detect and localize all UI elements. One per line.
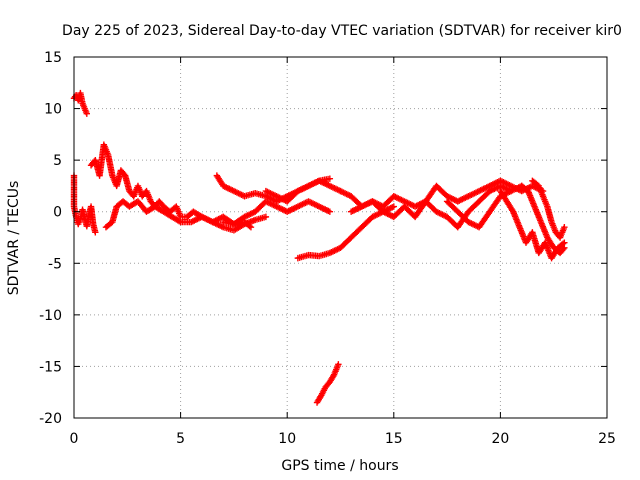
x-tick-label: 10 [278, 431, 296, 447]
data-point [390, 203, 397, 210]
chart-title: Day 225 of 2023, Sidereal Day-to-day VTE… [62, 23, 622, 39]
y-tick-label: 0 [53, 205, 62, 221]
y-tick-label: -15 [39, 359, 62, 375]
data-point [326, 208, 334, 215]
data-point [560, 245, 567, 253]
data-marks [70, 89, 568, 406]
y-axis-title: SDTVAR / TECUs [6, 181, 22, 296]
plot-frame [73, 56, 608, 419]
x-tick-label: 20 [491, 431, 509, 447]
data-point [335, 361, 342, 368]
x-tick-label: 25 [598, 431, 616, 447]
data-point [559, 240, 567, 247]
data-point [83, 110, 90, 117]
data-point [262, 213, 270, 221]
x-axis-title: GPS time / hours [281, 458, 398, 474]
x-tick-label: 0 [70, 431, 79, 447]
data-point [561, 244, 568, 252]
data-point [507, 187, 515, 195]
y-tick-label: -10 [39, 308, 62, 324]
y-tick-label: 15 [44, 50, 62, 66]
y-tick-label: 5 [53, 153, 62, 169]
y-tick-label: -20 [39, 411, 62, 427]
data-point [326, 175, 334, 182]
data-point [175, 217, 183, 225]
x-tick-label: 15 [385, 431, 403, 447]
y-tick-label: 10 [44, 102, 62, 118]
y-tick-label: -5 [48, 256, 62, 272]
data-point [561, 223, 568, 231]
data-point [92, 229, 99, 236]
axes: 0 5 10 15 20 25 -20 -15 -10 -5 0 5 10 15 [39, 50, 616, 447]
x-tick-label: 5 [176, 431, 185, 447]
data-point [247, 223, 255, 231]
